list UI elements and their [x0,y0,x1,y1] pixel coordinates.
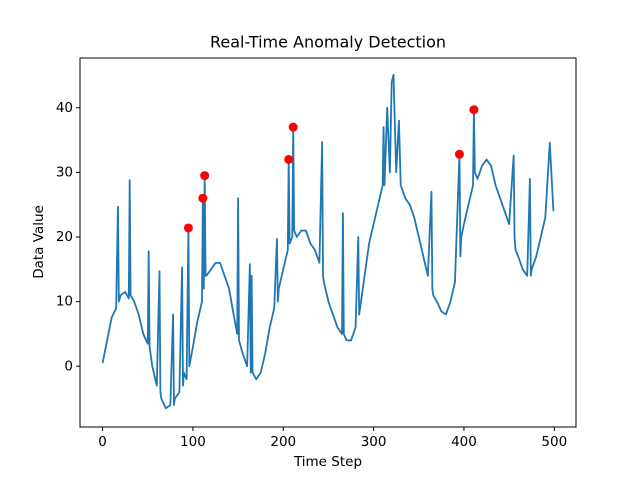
y-tick-label: 40 [56,100,73,116]
y-tick-label: 10 [56,294,73,310]
x-tick-label: 500 [541,434,567,450]
x-tick-label: 200 [270,434,296,450]
x-tick-label: 100 [180,434,206,450]
anomaly-point [454,149,464,159]
anomaly-point [200,171,210,181]
x-tick-label: 0 [98,434,107,450]
chart-title: Real-Time Anomaly Detection [210,33,446,52]
x-tick-label: 300 [361,434,387,450]
y-tick-label: 20 [56,229,73,245]
anomaly-point [198,193,208,203]
anomaly-point [183,223,193,233]
y-axis-label: Data Value [31,205,47,279]
anomaly-point [288,122,298,132]
plot-frame [79,57,577,428]
data-line [101,73,555,410]
x-axis-label: Time Step [293,454,362,470]
x-tick-label: 400 [451,434,477,450]
anomaly-point [284,154,294,164]
anomaly-point [469,105,479,115]
y-tick-label: 30 [56,164,73,180]
y-tick-label: 0 [64,358,73,374]
